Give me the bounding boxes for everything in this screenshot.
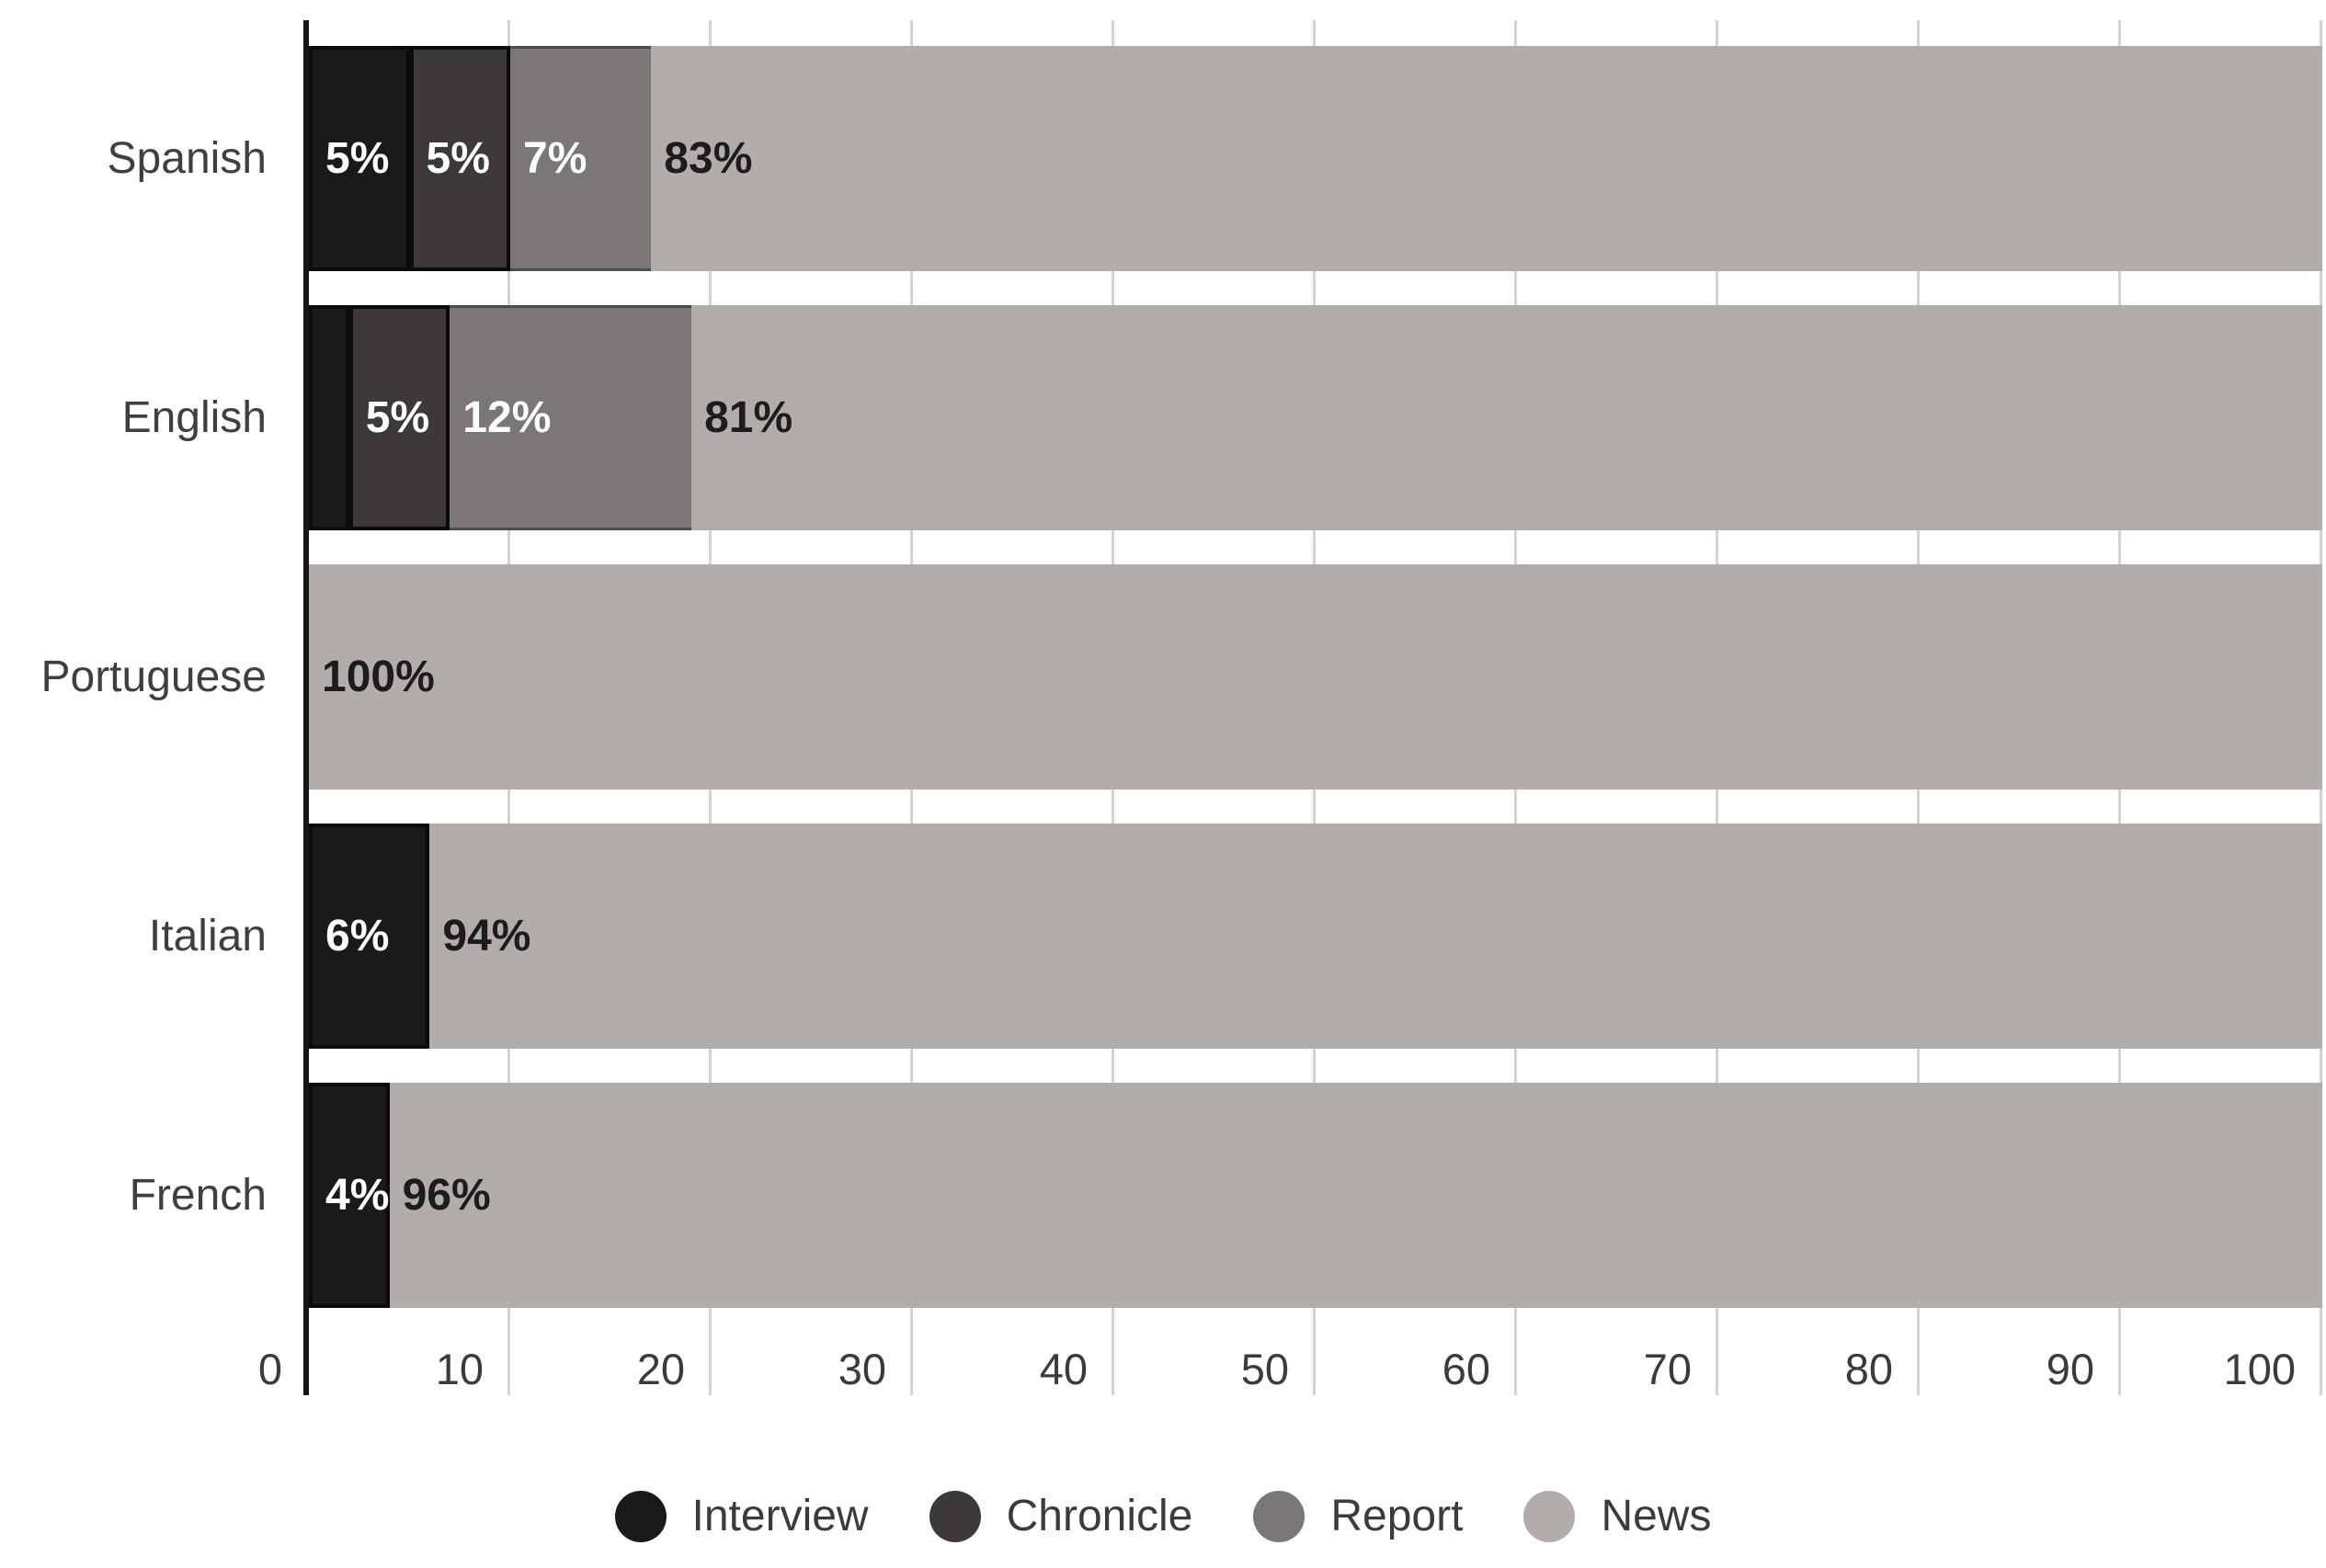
bar-segment-french-news[interactable]: 96% [389, 1083, 2322, 1308]
category-label-portuguese: Portuguese [40, 652, 267, 701]
bar-segment-spanish-interview[interactable]: 5% [309, 46, 410, 271]
legend-item-report[interactable]: Report [1253, 1491, 1463, 1542]
bar-row-spanish: 5% 5% 7% 83% [309, 46, 2322, 271]
segment-value-label: 83% [664, 133, 753, 183]
bar-row-english: 5% 12% 81% [309, 305, 2322, 530]
x-axis-tick-40: 40 [1039, 1345, 1088, 1393]
bar-segment-spanish-report[interactable]: 7% [510, 46, 652, 271]
legend-label-news: News [1601, 1492, 1712, 1540]
chart-legend: Interview Chronicle Report News [0, 1491, 2326, 1542]
segment-value-label: 94% [442, 911, 531, 960]
category-label-italian: Italian [148, 911, 267, 960]
legend-item-interview[interactable]: Interview [614, 1491, 869, 1542]
legend-swatch-interview-icon [614, 1491, 667, 1542]
legend-label-chronicle: Chronicle [1006, 1492, 1193, 1540]
bar-segment-english-interview[interactable] [309, 305, 349, 530]
category-label-french: French [129, 1170, 267, 1220]
segment-value-label: 6% [325, 911, 390, 960]
x-axis-tick-10: 10 [435, 1345, 484, 1393]
segment-value-label: 4% [325, 1170, 390, 1220]
bar-segment-english-chronicle[interactable]: 5% [348, 305, 450, 530]
bar-segment-spanish-chronicle[interactable]: 5% [409, 46, 510, 271]
category-label-english: English [121, 392, 267, 442]
segment-value-label: 96% [402, 1170, 491, 1220]
x-axis-tick-80: 80 [1844, 1345, 1893, 1393]
bar-segment-spanish-news[interactable]: 83% [651, 46, 2322, 271]
bar-segment-italian-news[interactable]: 94% [429, 824, 2322, 1049]
legend-item-chronicle[interactable]: Chronicle [929, 1491, 1193, 1542]
x-axis-tick-20: 20 [636, 1345, 685, 1393]
segment-value-label: 7% [523, 133, 587, 183]
x-axis-tick-0: 0 [257, 1345, 282, 1393]
bar-segment-italian-interview[interactable]: 6% [309, 824, 430, 1049]
segment-value-label: 5% [365, 392, 430, 442]
bar-segment-portuguese-news[interactable]: 100% [309, 564, 2322, 790]
x-axis-tick-100: 100 [2223, 1345, 2296, 1393]
segment-value-label: 12% [462, 392, 552, 442]
segment-value-label: 100% [322, 652, 435, 701]
x-axis-tick-90: 90 [2046, 1345, 2094, 1393]
legend-swatch-chronicle-icon [929, 1491, 981, 1542]
x-axis-tick-30: 30 [838, 1345, 886, 1393]
bar-row-portuguese: 100% [309, 564, 2322, 790]
bar-row-french: 4% 96% [309, 1083, 2322, 1308]
x-axis-tick-70: 70 [1643, 1345, 1692, 1393]
bar-segment-english-report[interactable]: 12% [450, 305, 692, 530]
legend-swatch-report-icon [1253, 1491, 1306, 1542]
category-label-spanish: Spanish [107, 133, 267, 183]
bar-segment-english-news[interactable]: 81% [691, 305, 2322, 530]
bar-segment-french-interview[interactable]: 4% [309, 1083, 390, 1308]
segment-value-label: 5% [426, 133, 490, 183]
legend-item-news[interactable]: News [1523, 1491, 1711, 1542]
y-axis-baseline [303, 20, 309, 1395]
legend-swatch-news-icon [1523, 1491, 1576, 1542]
x-axis-tick-50: 50 [1240, 1345, 1289, 1393]
legend-label-interview: Interview [691, 1492, 869, 1540]
segment-value-label: 5% [325, 133, 390, 183]
x-axis-tick-60: 60 [1442, 1345, 1490, 1393]
bar-row-italian: 6% 94% [309, 824, 2322, 1049]
segment-value-label: 81% [704, 392, 793, 442]
legend-label-report: Report [1330, 1492, 1464, 1540]
